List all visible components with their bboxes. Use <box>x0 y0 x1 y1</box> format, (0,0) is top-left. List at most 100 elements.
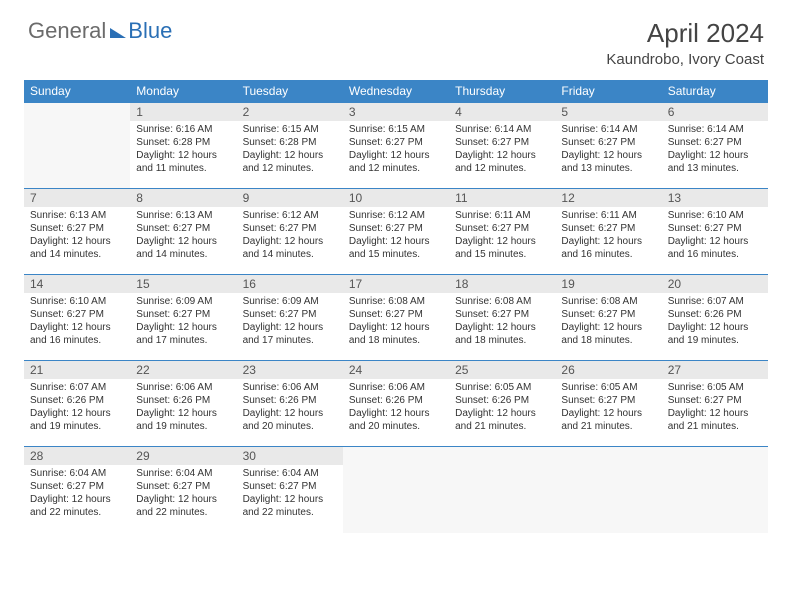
weekday-header: Saturday <box>662 80 768 103</box>
day-details: Sunrise: 6:14 AMSunset: 6:27 PMDaylight:… <box>555 121 661 179</box>
weekday-header: Wednesday <box>343 80 449 103</box>
calendar-header-row: SundayMondayTuesdayWednesdayThursdayFrid… <box>24 80 768 103</box>
weekday-header: Thursday <box>449 80 555 103</box>
day-number: 11 <box>449 189 555 207</box>
day-number: 29 <box>130 447 236 465</box>
day-details: Sunrise: 6:11 AMSunset: 6:27 PMDaylight:… <box>555 207 661 265</box>
day-details: Sunrise: 6:08 AMSunset: 6:27 PMDaylight:… <box>449 293 555 351</box>
weekday-header: Tuesday <box>237 80 343 103</box>
calendar-cell: 8Sunrise: 6:13 AMSunset: 6:27 PMDaylight… <box>130 189 236 275</box>
calendar-cell: 4Sunrise: 6:14 AMSunset: 6:27 PMDaylight… <box>449 103 555 189</box>
day-details: Sunrise: 6:15 AMSunset: 6:28 PMDaylight:… <box>237 121 343 179</box>
day-details: Sunrise: 6:05 AMSunset: 6:27 PMDaylight:… <box>662 379 768 437</box>
day-number: 18 <box>449 275 555 293</box>
day-number: 6 <box>662 103 768 121</box>
day-details: Sunrise: 6:13 AMSunset: 6:27 PMDaylight:… <box>130 207 236 265</box>
day-number: 16 <box>237 275 343 293</box>
calendar-cell: 9Sunrise: 6:12 AMSunset: 6:27 PMDaylight… <box>237 189 343 275</box>
calendar-cell: 21Sunrise: 6:07 AMSunset: 6:26 PMDayligh… <box>24 361 130 447</box>
day-number: 24 <box>343 361 449 379</box>
day-number: 26 <box>555 361 661 379</box>
day-number: 23 <box>237 361 343 379</box>
day-details: Sunrise: 6:08 AMSunset: 6:27 PMDaylight:… <box>555 293 661 351</box>
title-block: April 2024 Kaundrobo, Ivory Coast <box>606 18 764 68</box>
calendar-cell: 10Sunrise: 6:12 AMSunset: 6:27 PMDayligh… <box>343 189 449 275</box>
day-number: 30 <box>237 447 343 465</box>
day-number: 15 <box>130 275 236 293</box>
calendar-cell: .. <box>343 447 449 533</box>
calendar-cell: 24Sunrise: 6:06 AMSunset: 6:26 PMDayligh… <box>343 361 449 447</box>
day-details: Sunrise: 6:07 AMSunset: 6:26 PMDaylight:… <box>662 293 768 351</box>
day-number: 13 <box>662 189 768 207</box>
day-number: 17 <box>343 275 449 293</box>
calendar-cell: 22Sunrise: 6:06 AMSunset: 6:26 PMDayligh… <box>130 361 236 447</box>
day-number: 12 <box>555 189 661 207</box>
calendar-cell: 28Sunrise: 6:04 AMSunset: 6:27 PMDayligh… <box>24 447 130 533</box>
day-details: Sunrise: 6:04 AMSunset: 6:27 PMDaylight:… <box>24 465 130 523</box>
calendar-cell: .. <box>449 447 555 533</box>
calendar-cell: 13Sunrise: 6:10 AMSunset: 6:27 PMDayligh… <box>662 189 768 275</box>
day-number: 7 <box>24 189 130 207</box>
day-details: Sunrise: 6:06 AMSunset: 6:26 PMDaylight:… <box>130 379 236 437</box>
calendar-cell: 11Sunrise: 6:11 AMSunset: 6:27 PMDayligh… <box>449 189 555 275</box>
calendar-cell: 16Sunrise: 6:09 AMSunset: 6:27 PMDayligh… <box>237 275 343 361</box>
day-details: Sunrise: 6:06 AMSunset: 6:26 PMDaylight:… <box>237 379 343 437</box>
day-details: Sunrise: 6:16 AMSunset: 6:28 PMDaylight:… <box>130 121 236 179</box>
weekday-header: Sunday <box>24 80 130 103</box>
brand-general: General <box>28 18 106 44</box>
brand-blue: Blue <box>128 18 172 44</box>
triangle-icon <box>110 28 126 38</box>
day-number: 10 <box>343 189 449 207</box>
day-number: 20 <box>662 275 768 293</box>
day-number: 8 <box>130 189 236 207</box>
day-details: Sunrise: 6:05 AMSunset: 6:27 PMDaylight:… <box>555 379 661 437</box>
day-details: Sunrise: 6:04 AMSunset: 6:27 PMDaylight:… <box>237 465 343 523</box>
calendar-cell: 18Sunrise: 6:08 AMSunset: 6:27 PMDayligh… <box>449 275 555 361</box>
header: General Blue April 2024 Kaundrobo, Ivory… <box>0 0 792 74</box>
weekday-header: Friday <box>555 80 661 103</box>
calendar-cell: 12Sunrise: 6:11 AMSunset: 6:27 PMDayligh… <box>555 189 661 275</box>
calendar-cell: .. <box>662 447 768 533</box>
calendar-cell: 19Sunrise: 6:08 AMSunset: 6:27 PMDayligh… <box>555 275 661 361</box>
calendar-cell: 23Sunrise: 6:06 AMSunset: 6:26 PMDayligh… <box>237 361 343 447</box>
day-details: Sunrise: 6:13 AMSunset: 6:27 PMDaylight:… <box>24 207 130 265</box>
weekday-header: Monday <box>130 80 236 103</box>
calendar-cell: 27Sunrise: 6:05 AMSunset: 6:27 PMDayligh… <box>662 361 768 447</box>
calendar-cell: 5Sunrise: 6:14 AMSunset: 6:27 PMDaylight… <box>555 103 661 189</box>
day-number: 4 <box>449 103 555 121</box>
day-details: Sunrise: 6:04 AMSunset: 6:27 PMDaylight:… <box>130 465 236 523</box>
day-details: Sunrise: 6:07 AMSunset: 6:26 PMDaylight:… <box>24 379 130 437</box>
day-details: Sunrise: 6:05 AMSunset: 6:26 PMDaylight:… <box>449 379 555 437</box>
day-details: Sunrise: 6:06 AMSunset: 6:26 PMDaylight:… <box>343 379 449 437</box>
calendar-cell: 29Sunrise: 6:04 AMSunset: 6:27 PMDayligh… <box>130 447 236 533</box>
page-title: April 2024 <box>606 18 764 49</box>
calendar-cell: 6Sunrise: 6:14 AMSunset: 6:27 PMDaylight… <box>662 103 768 189</box>
calendar-cell: 7Sunrise: 6:13 AMSunset: 6:27 PMDaylight… <box>24 189 130 275</box>
day-number: 5 <box>555 103 661 121</box>
calendar-cell: 3Sunrise: 6:15 AMSunset: 6:27 PMDaylight… <box>343 103 449 189</box>
day-details: Sunrise: 6:10 AMSunset: 6:27 PMDaylight:… <box>24 293 130 351</box>
day-number: 21 <box>24 361 130 379</box>
day-number: 2 <box>237 103 343 121</box>
calendar-cell: 1Sunrise: 6:16 AMSunset: 6:28 PMDaylight… <box>130 103 236 189</box>
calendar-cell: 17Sunrise: 6:08 AMSunset: 6:27 PMDayligh… <box>343 275 449 361</box>
day-details: Sunrise: 6:14 AMSunset: 6:27 PMDaylight:… <box>449 121 555 179</box>
day-number: 28 <box>24 447 130 465</box>
day-details: Sunrise: 6:15 AMSunset: 6:27 PMDaylight:… <box>343 121 449 179</box>
brand-logo: General Blue <box>28 18 172 44</box>
day-number: 27 <box>662 361 768 379</box>
calendar-cell: .. <box>24 103 130 189</box>
day-details: Sunrise: 6:09 AMSunset: 6:27 PMDaylight:… <box>130 293 236 351</box>
day-details: Sunrise: 6:09 AMSunset: 6:27 PMDaylight:… <box>237 293 343 351</box>
calendar-cell: 20Sunrise: 6:07 AMSunset: 6:26 PMDayligh… <box>662 275 768 361</box>
calendar-cell: 14Sunrise: 6:10 AMSunset: 6:27 PMDayligh… <box>24 275 130 361</box>
day-number: 25 <box>449 361 555 379</box>
day-details: Sunrise: 6:12 AMSunset: 6:27 PMDaylight:… <box>343 207 449 265</box>
calendar-table: SundayMondayTuesdayWednesdayThursdayFrid… <box>24 80 768 533</box>
calendar-cell: 15Sunrise: 6:09 AMSunset: 6:27 PMDayligh… <box>130 275 236 361</box>
calendar-cell: 2Sunrise: 6:15 AMSunset: 6:28 PMDaylight… <box>237 103 343 189</box>
day-details: Sunrise: 6:11 AMSunset: 6:27 PMDaylight:… <box>449 207 555 265</box>
day-details: Sunrise: 6:12 AMSunset: 6:27 PMDaylight:… <box>237 207 343 265</box>
day-number: 19 <box>555 275 661 293</box>
location-label: Kaundrobo, Ivory Coast <box>606 51 764 68</box>
